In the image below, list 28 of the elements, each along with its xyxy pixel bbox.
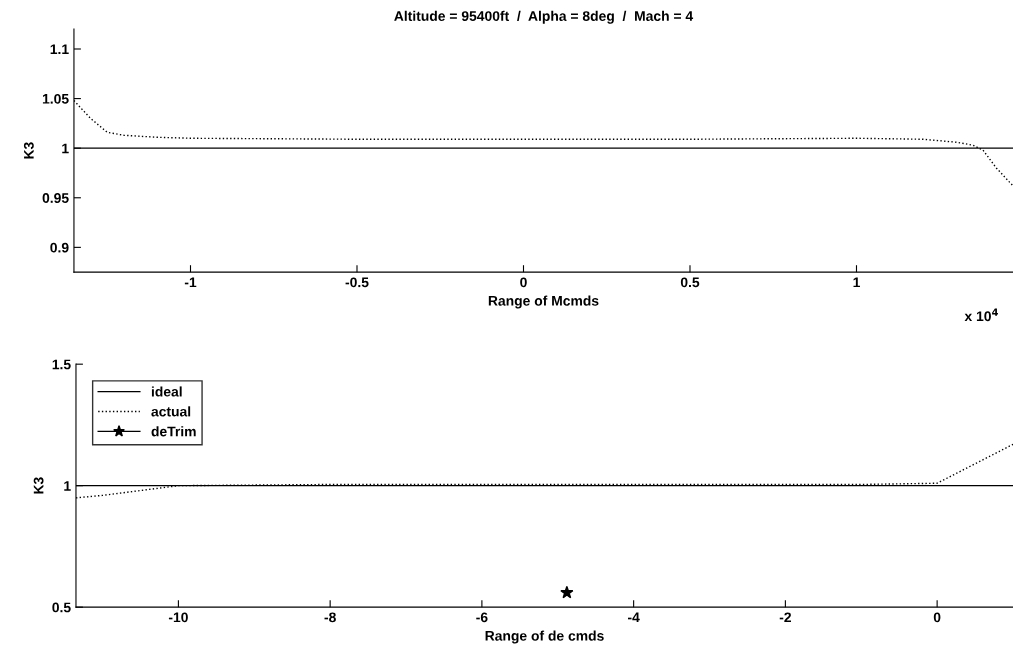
x-tick-label: -8 [324,612,336,623]
legend-label: actual [151,406,191,417]
x-axis-title: Range of de cmds [485,630,604,644]
x-tick-label: 0 [520,277,527,288]
y-tick-label: 1 [62,143,69,154]
y-axis-title: K3 [33,477,44,494]
x-tick-label: -4 [628,612,640,623]
y-tick-label: 1.05 [42,93,69,104]
y-tick-label: 1.1 [50,44,69,55]
y-tick-label: 0.9 [50,242,69,253]
x-tick-label: 0 [933,612,941,623]
x-tick-label: 1 [853,277,860,288]
x-tick-label: -6 [476,612,488,623]
y-tick-label: 1.5 [52,359,71,370]
y-axis-title: K3 [23,142,34,159]
x-axis-title: Range of Mcmds [488,295,599,309]
y-tick-label: 0.95 [42,193,69,203]
y-tick-label: 0.5 [52,602,71,613]
x-tick-label: -0.5 [345,277,369,288]
x-tick-label: 0.5 [680,277,700,288]
x-tick-label: -2 [779,612,791,623]
text: x 10$^{4}$ [964,308,998,322]
legend-label: deTrim [151,426,196,437]
chart-title: Altitude = 95400ft / Alpha = 8deg / Mach = 4 [394,10,694,24]
y-tick-label: 1 [64,481,71,491]
x-tick-label: -1 [184,277,197,288]
legend-label: ideal [151,386,182,397]
x-tick-label: -10 [168,612,188,623]
